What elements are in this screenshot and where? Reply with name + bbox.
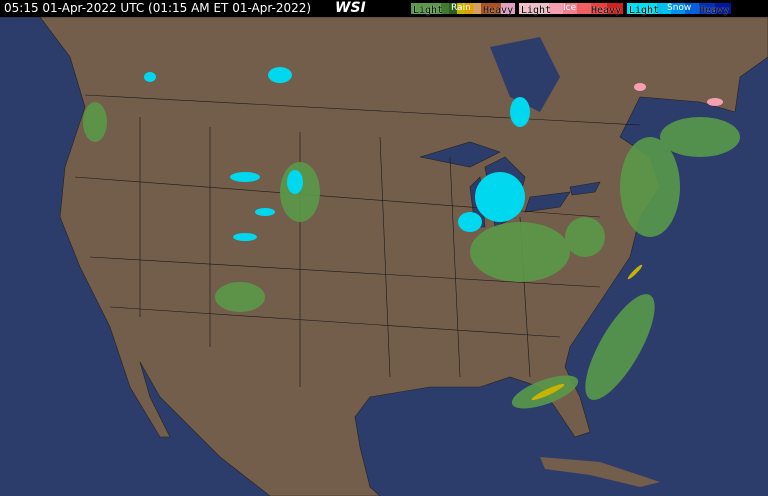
legend-snow: Light Snow Heavy [627,3,731,16]
map-canvas[interactable] [0,17,768,496]
legend-rain-title: Rain [451,3,471,13]
wsi-logo: WSI [335,0,366,16]
precip-rain [83,102,740,409]
legend-snow-title: Snow [667,3,692,13]
legend-rain-heavy: Heavy [483,5,514,16]
legend-rain-light: Light [413,5,444,16]
legend-ice-title: Ice [563,3,577,13]
legend-snow-light: Light [629,5,660,16]
header-bar: 05:15 01-Apr-2022 UTC (01:15 AM ET 01-Ap… [0,0,768,17]
legend-rain: Light Rain Heavy [411,3,515,16]
precip-ice [634,83,723,106]
precip-snow [144,67,530,241]
legend-ice: Light Ice Heavy [519,3,623,16]
legend-snow-heavy: Heavy [699,5,730,16]
hudson-bay [490,37,560,112]
legend-ice-heavy: Heavy [591,5,622,16]
legend-ice-light: Light [521,5,552,16]
cuba-land [540,457,660,487]
timestamp: 05:15 01-Apr-2022 UTC (01:15 AM ET 01-Ap… [4,1,312,15]
precip-rain-heavy [531,264,643,401]
